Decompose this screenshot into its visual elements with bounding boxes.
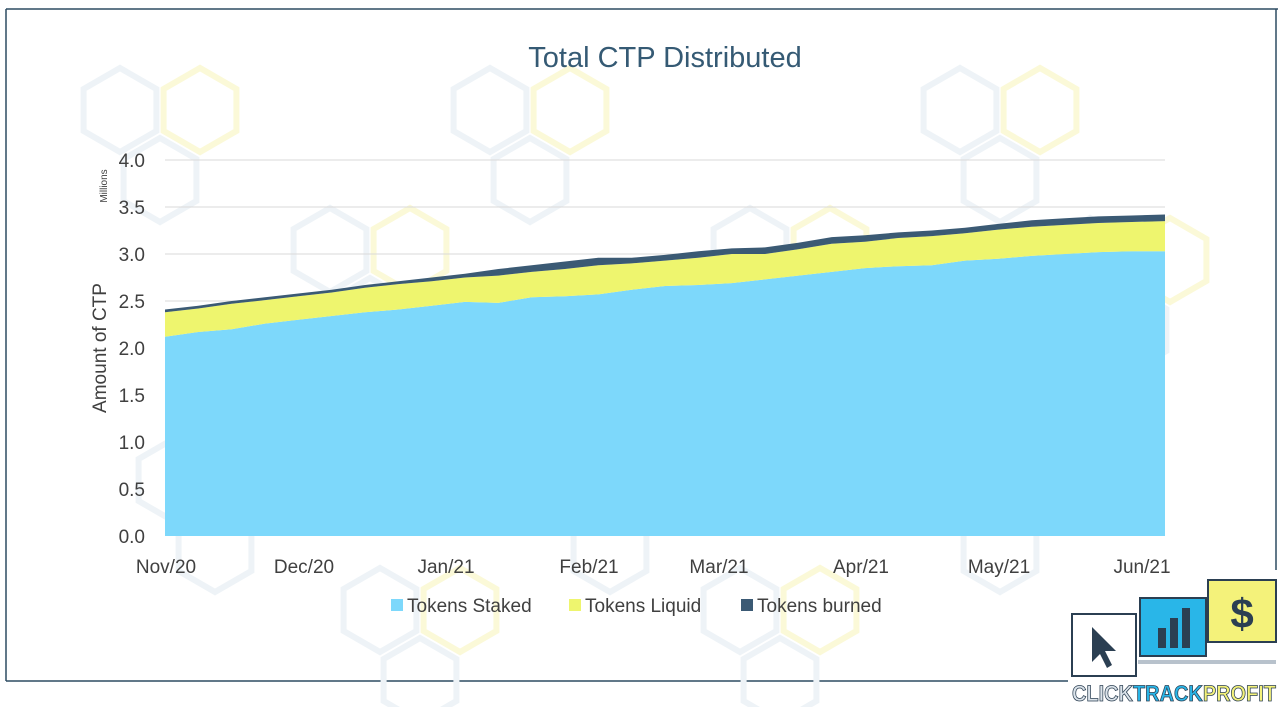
x-tick-label: Dec/20 bbox=[274, 557, 334, 578]
y-tick-label: 2.0 bbox=[119, 339, 145, 360]
y-axis-label: Amount of CTP bbox=[90, 283, 111, 413]
bar-chart-icon bbox=[1158, 608, 1190, 648]
watermark-hexagon bbox=[120, 134, 200, 226]
legend-label: Tokens burned bbox=[757, 596, 882, 617]
clicktrackprofit-logo: $ CLICKTRACKPROFIT bbox=[1071, 579, 1277, 706]
watermark-hexagon bbox=[380, 634, 460, 712]
legend-label: Tokens Staked bbox=[407, 596, 532, 617]
y-axis-unit: Millions bbox=[99, 169, 110, 202]
logo-yellow-box bbox=[1207, 579, 1277, 643]
legend-swatch bbox=[391, 599, 403, 611]
area-series-group bbox=[165, 214, 1165, 536]
x-tick-label: Apr/21 bbox=[833, 557, 889, 578]
legend-label: Tokens Liquid bbox=[585, 596, 701, 617]
logo-grey-bar bbox=[1138, 660, 1276, 664]
cursor-icon bbox=[1092, 627, 1116, 668]
x-tick-label: Feb/21 bbox=[559, 557, 618, 578]
logo-wordmark: CLICKTRACKPROFIT bbox=[1072, 681, 1277, 706]
y-tick-label: 0.0 bbox=[119, 527, 145, 548]
y-tick-label: 2.5 bbox=[119, 292, 145, 313]
area-tokens-burned bbox=[165, 214, 1165, 313]
watermark-hexagon bbox=[160, 64, 240, 156]
y-tick-label: 4.0 bbox=[119, 151, 145, 172]
watermark-hexagon bbox=[290, 204, 370, 296]
legend: Tokens Staked Tokens Liquid Tokens burned bbox=[391, 596, 882, 617]
x-tick-label: Jun/21 bbox=[1113, 557, 1170, 578]
x-tick-label: May/21 bbox=[968, 557, 1030, 578]
y-tick-label: 3.5 bbox=[119, 198, 145, 219]
x-tick-label: Jan/21 bbox=[417, 557, 474, 578]
watermark-hexagon bbox=[1000, 64, 1080, 156]
watermark-hexagon bbox=[780, 564, 860, 656]
watermark-hexagon bbox=[530, 64, 610, 156]
slide-frame bbox=[5, 8, 1278, 682]
watermark-hexagon bbox=[490, 134, 570, 226]
area-tokens-staked bbox=[165, 251, 1165, 536]
y-tick-label: 1.5 bbox=[119, 386, 145, 407]
legend-swatch bbox=[569, 599, 581, 611]
watermark-hexagon bbox=[740, 634, 820, 712]
y-axis-ticks: 0.0 0.5 1.0 1.5 2.0 2.5 3.0 3.5 4.0 bbox=[119, 151, 145, 548]
watermark-hexagon bbox=[700, 564, 780, 656]
watermark-hexagon bbox=[960, 134, 1040, 226]
x-axis-ticks: Nov/20 Dec/20 Jan/21 Feb/21 Mar/21 Apr/21 May/… bbox=[136, 557, 1171, 578]
x-tick-label: Mar/21 bbox=[689, 557, 748, 578]
y-tick-label: 0.5 bbox=[119, 480, 145, 501]
y-tick-label: 1.0 bbox=[119, 433, 145, 454]
y-tick-label: 3.0 bbox=[119, 245, 145, 266]
area-tokens-liquid bbox=[165, 221, 1165, 337]
watermark-hexagon bbox=[80, 64, 160, 156]
watermark-hexagon bbox=[420, 564, 500, 656]
chart-title: Total CTP Distributed bbox=[528, 42, 801, 74]
watermark-hexagon bbox=[340, 564, 420, 656]
watermark-hexagon bbox=[920, 64, 1000, 156]
x-tick-label: Nov/20 bbox=[136, 557, 196, 578]
legend-swatch bbox=[741, 599, 753, 611]
watermark-hexagon bbox=[450, 64, 530, 156]
dollar-icon: $ bbox=[1230, 590, 1253, 637]
